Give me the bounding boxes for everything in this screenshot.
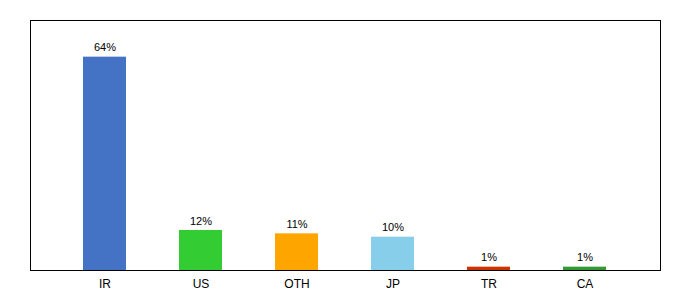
svg-text:1%: 1% [577,251,593,263]
svg-text:64%: 64% [94,41,116,53]
svg-text:12%: 12% [190,215,212,227]
svg-text:TR: TR [481,277,497,291]
svg-text:11%: 11% [286,218,307,230]
svg-text:JP: JP [386,277,400,291]
svg-text:10%: 10% [382,221,404,233]
svg-text:US: US [193,277,210,291]
svg-text:IR: IR [99,277,111,291]
svg-text:CA: CA [577,277,594,291]
svg-text:1%: 1% [481,251,497,263]
svg-text:OTH: OTH [284,277,309,291]
